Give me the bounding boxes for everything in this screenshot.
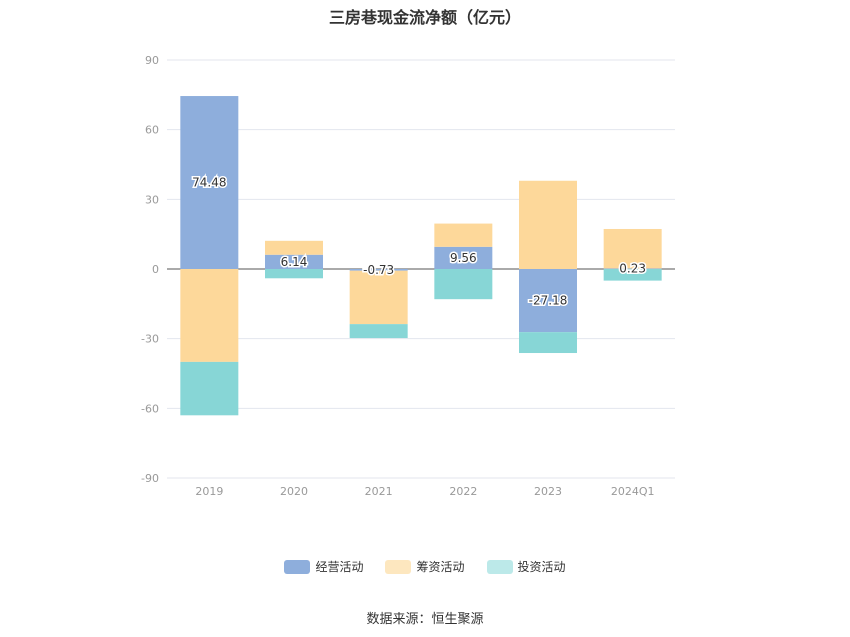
- x-tick-label: 2022: [449, 485, 477, 498]
- bar-financing: [519, 180, 577, 269]
- bar-operating: [265, 254, 323, 269]
- data-label: -0.73: [363, 263, 394, 277]
- bar-operating: [434, 246, 493, 269]
- bar-financing: [180, 269, 239, 362]
- legend-item-investing[interactable]: 投资活动: [486, 558, 566, 575]
- y-tick-label: -60: [141, 402, 159, 415]
- data-label: 6.14: [281, 255, 308, 269]
- bar-investing: [349, 324, 408, 339]
- bar-operating: [603, 268, 662, 269]
- y-tick-label: 30: [145, 193, 159, 206]
- bar-investing: [265, 269, 323, 279]
- y-tick-label: 0: [152, 263, 159, 276]
- bar-financing: [349, 270, 408, 325]
- legend-label-financing: 筹资活动: [416, 560, 465, 574]
- legend-swatch-financing: [385, 559, 412, 574]
- y-tick-label: 90: [145, 54, 159, 67]
- bar-investing: [519, 332, 577, 354]
- y-tick-label: -30: [141, 333, 159, 346]
- legend-swatch-operating: [284, 559, 311, 574]
- legend: 经营活动 筹资活动 投资活动: [0, 558, 850, 575]
- legend-label-investing: 投资活动: [517, 560, 566, 574]
- data-label: 0.23: [619, 262, 646, 276]
- chart-title: 三房巷现金流净额（亿元）: [328, 8, 521, 27]
- x-tick-label: 2024Q1: [611, 485, 655, 498]
- data-label: -27.18: [529, 294, 568, 308]
- bar-investing: [603, 269, 662, 281]
- data-label: 74.48: [192, 176, 226, 190]
- y-tick-label: -90: [141, 472, 159, 485]
- x-tick-label: 2023: [534, 485, 562, 498]
- bar-operating: [519, 269, 577, 333]
- legend-label-operating: 经营活动: [315, 560, 364, 574]
- legend-item-operating[interactable]: 经营活动: [284, 558, 363, 575]
- x-tick-label: 2021: [365, 485, 393, 498]
- x-tick-label: 2019: [195, 485, 223, 498]
- data-label: 9.56: [450, 251, 477, 265]
- bar-financing: [434, 223, 493, 247]
- bar-investing: [180, 361, 239, 416]
- legend-item-financing[interactable]: 筹资活动: [385, 558, 465, 575]
- x-tick-label: 2020: [280, 485, 308, 498]
- data-source: 数据来源：恒生聚源: [366, 612, 484, 627]
- bar-financing: [265, 240, 323, 255]
- legend-swatch-investing: [486, 559, 513, 574]
- y-tick-label: 60: [145, 124, 159, 137]
- bar-financing: [603, 228, 662, 269]
- bar-investing: [434, 269, 493, 300]
- bar-operating: [349, 269, 408, 271]
- bar-operating: [180, 96, 239, 269]
